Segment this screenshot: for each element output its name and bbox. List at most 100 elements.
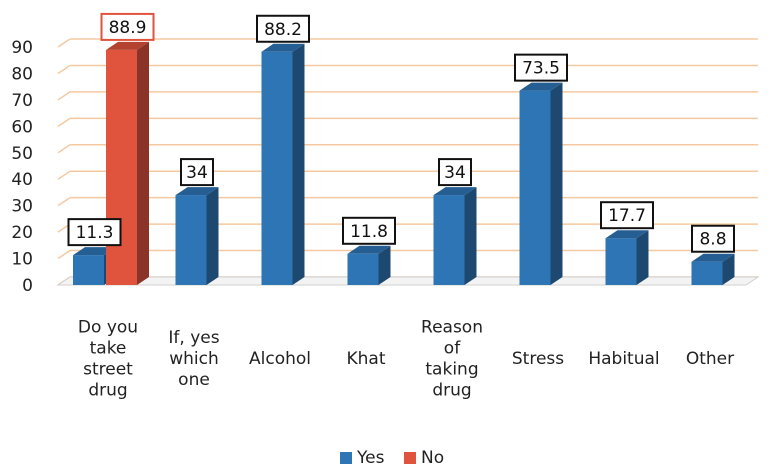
category-label: Stress (512, 349, 564, 369)
data-label-text: 34 (444, 163, 466, 183)
y-axis-ticks: 0 10 20 30 40 50 60 70 80 90 (11, 38, 33, 296)
data-label-box (180, 158, 214, 187)
data-label-text: 34 (186, 163, 208, 183)
legend-label: No (421, 448, 444, 468)
bar-side (378, 245, 391, 285)
bar-side (206, 187, 219, 285)
bar-front (605, 238, 637, 285)
bars (73, 41, 735, 286)
y-tick-label: 40 (11, 170, 33, 190)
bar-side (464, 187, 477, 285)
bar-no (106, 41, 149, 285)
bar-top (175, 187, 219, 196)
legend: Yes No (340, 448, 444, 468)
y-tick-label: 80 (11, 64, 33, 84)
bar-front (261, 51, 293, 286)
bar-front (106, 49, 137, 285)
y-tick-label: 50 (11, 144, 33, 164)
data-label-box (342, 216, 396, 245)
chart-floor-plane (56, 276, 760, 286)
y-tick-label: 20 (11, 223, 33, 243)
gridline-diagonal (57, 64, 71, 75)
bar-side (292, 43, 305, 286)
bar-yes (433, 187, 477, 285)
data-label-box (600, 201, 654, 230)
legend-swatch (340, 452, 352, 464)
category-label: Alcohol (249, 349, 311, 369)
data-label-box (514, 53, 568, 82)
bar-top (347, 245, 391, 254)
bar-front (433, 195, 465, 285)
bar-yes (261, 43, 305, 286)
category-label: Other (686, 349, 734, 369)
gridline-diagonal (57, 38, 71, 48)
data-label-text: 17.7 (608, 206, 646, 226)
data-label-box (100, 12, 155, 41)
data-label-no: 88.9 (100, 12, 155, 41)
category-label: Do you take street drug (78, 318, 138, 401)
gridline-diagonal (57, 91, 71, 101)
bar-front (73, 255, 104, 285)
legend-swatch (404, 452, 416, 464)
gridline-diagonal (57, 144, 71, 154)
bar-front (347, 253, 379, 285)
bar-top (106, 41, 149, 50)
data-label-yes: 11.8 (342, 216, 396, 245)
bar-side (137, 41, 149, 285)
category-labels: Do you take street drug If, yes which one Alcoh… (78, 318, 734, 401)
y-tick-label: 70 (11, 91, 33, 111)
bar-side (722, 253, 735, 285)
data-label-text: 8.8 (699, 230, 726, 250)
legend-label: Yes (356, 448, 385, 468)
data-label-box (67, 218, 122, 247)
data-label-yes: 34 (180, 158, 214, 187)
category-label: Reason of taking drug (421, 318, 483, 401)
y-tick-label: 10 (11, 250, 33, 270)
data-label-yes: 34 (438, 158, 472, 187)
bar-side (636, 230, 649, 285)
y-tick-label: 90 (11, 38, 33, 58)
bar-top (433, 187, 477, 196)
data-label-text: 88.9 (109, 18, 147, 38)
chart-floor (56, 276, 760, 286)
bar-top (605, 230, 649, 239)
bar-front (175, 195, 207, 285)
gridline-diagonal (57, 170, 71, 180)
bar-front (519, 90, 551, 285)
gridline-diagonal (57, 117, 71, 127)
bar-top (261, 43, 305, 52)
category-label: Habitual (588, 349, 659, 369)
bar-yes (691, 253, 735, 285)
y-tick-label: 60 (11, 117, 33, 137)
category-label: If, yes which one (168, 328, 219, 390)
data-label-box (256, 14, 310, 43)
category-label: Khat (346, 349, 385, 369)
data-labels: 11.3 88.9 34 88.2 11.8 34 73.5 17.7 8.8 (67, 12, 735, 253)
gridlines (57, 38, 758, 286)
gridline-diagonal (57, 249, 71, 260)
data-label-yes: 73.5 (514, 53, 568, 82)
bar-top (73, 247, 116, 256)
bar-front (691, 261, 723, 285)
data-label-yes: 8.8 (691, 224, 735, 253)
bar-top (519, 82, 563, 91)
bar-yes (347, 245, 391, 285)
data-label-text: 11.3 (76, 223, 114, 243)
data-label-box (691, 224, 735, 253)
data-label-box (438, 158, 472, 187)
data-label-yes: 88.2 (256, 14, 310, 43)
data-label-text: 11.8 (350, 222, 388, 242)
y-tick-label: 30 (11, 197, 33, 217)
y-tick-label: 0 (22, 276, 33, 296)
data-label-text: 73.5 (522, 59, 560, 79)
data-label-yes: 11.3 (67, 218, 122, 247)
bar-yes (519, 82, 563, 285)
data-label-yes: 17.7 (600, 201, 654, 230)
gridline-diagonal (57, 197, 71, 207)
data-label-text: 88.2 (264, 20, 302, 40)
bar-yes (605, 230, 649, 285)
bar-side (550, 82, 563, 285)
bar-top (691, 253, 735, 262)
bar-yes (175, 187, 219, 285)
